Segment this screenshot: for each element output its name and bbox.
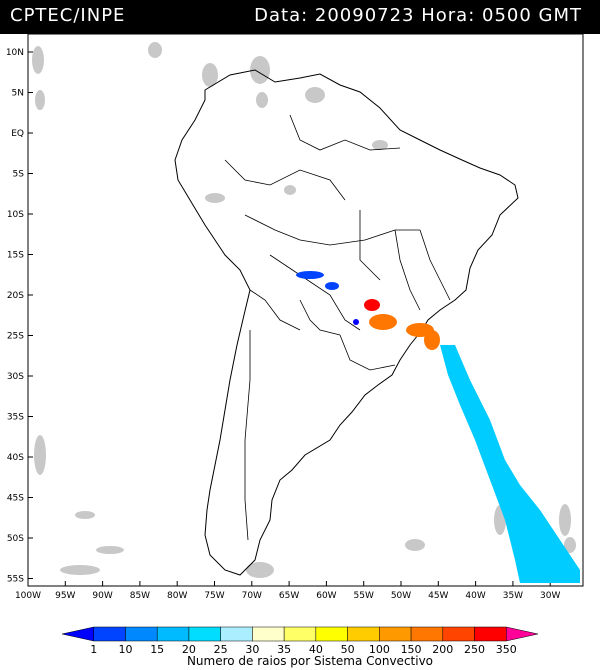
colorbar-tick-label: 10 [118,643,132,656]
lon-label: 60W [316,591,336,601]
colorbar-swatch [442,626,475,642]
colorbar-swatch [188,626,221,642]
lat-label: 55S [7,575,24,585]
colorbar-swatch [347,626,380,642]
colorbar-tick-label: 150 [401,643,422,656]
colorbar-tick-label: 40 [309,643,323,656]
lat-label: 10S [7,210,24,220]
datetime-label: Data: 20090723 Hora: 0500 GMT [254,5,582,26]
country-borders [224,114,451,541]
colorbar-swatch [125,626,158,642]
colorbar-tick-label: 200 [432,643,453,656]
colorbar-swatch [474,626,507,642]
colorbar-tick-label: 250 [464,643,485,656]
colorbar: 1 10 15 20 25 30 35 40 50 100 150 200 250 350 [61,626,539,656]
colorbar-tick-label: 25 [214,643,228,656]
lat-label: 45S [7,494,24,504]
storm-orange [369,314,397,330]
storm-orange [424,330,440,350]
lon-label: 30W [540,591,560,601]
colorbar-tick-label: 1 [90,643,97,656]
lon-label: 55W [354,591,374,601]
lat-label: EQ [11,129,24,139]
lon-label: 75W [204,591,224,601]
colorbar-title: Numero de raios por Sistema Convectivo [186,654,434,668]
colorbar-tick-label: 350 [496,643,517,656]
colorbar-tick-label: 20 [182,643,196,656]
lat-label: 30S [7,372,24,382]
lon-label: 95W [55,591,75,601]
lat-label: 40S [7,453,24,463]
lat-label: 5N [12,89,24,99]
colorbar-swatch [93,626,126,642]
colorbar-swatch [252,626,285,642]
colorbar-swatch [220,626,253,642]
colorbar-tick-label: 30 [245,643,259,656]
lat-label: 10N [6,48,24,58]
lat-label: 50S [7,534,24,544]
lon-label: 40W [465,591,485,601]
colorbar-swatch [410,626,444,642]
colorbar-swatch [379,626,412,642]
lat-label: 20S [7,291,24,301]
lon-label: 45W [428,591,448,601]
lon-label: 70W [242,591,262,601]
colorbar-tick-label: 15 [150,643,164,656]
lon-label: 50W [391,591,411,601]
colorbar-swatch [315,626,348,642]
colorbar-swatch [283,626,317,642]
lon-label: 80W [167,591,187,601]
lon-label: 35W [503,591,523,601]
storm-blue [325,282,339,290]
colorbar-tick-label: 35 [277,643,291,656]
lat-label: 5S [13,170,25,180]
colorbar-swatch [156,626,190,642]
convective-systems [296,271,580,583]
lat-label: 25S [7,332,24,342]
south-america-outline [174,69,519,576]
storm-blue [353,319,359,325]
title-bar: CPTEC/INPE Data: 20090723 Hora: 0500 GMT [0,0,600,34]
colorbar-tick-label: 100 [369,643,390,656]
storm-blue [296,271,324,279]
colorbar-swatch [61,626,94,642]
axis-ticks: 10N 5N EQ 5S 10S 15S 20S 25S 30S 35S 40S 45S 50S 55S 1… [6,48,561,601]
lon-label: 65W [279,591,299,601]
lon-label: 85W [130,591,150,601]
colorbar-swatch [506,626,539,642]
map-frame [27,33,584,587]
colorbar-tick-label: 50 [341,643,355,656]
cloud-cover [32,42,576,578]
source-label: CPTEC/INPE [10,5,126,26]
lat-label: 15S [7,251,24,261]
storm-cyan-band [440,345,580,583]
storm-red [364,299,380,311]
lon-label: 100W [15,591,41,601]
lon-label: 90W [92,591,112,601]
lat-label: 35S [7,413,24,423]
